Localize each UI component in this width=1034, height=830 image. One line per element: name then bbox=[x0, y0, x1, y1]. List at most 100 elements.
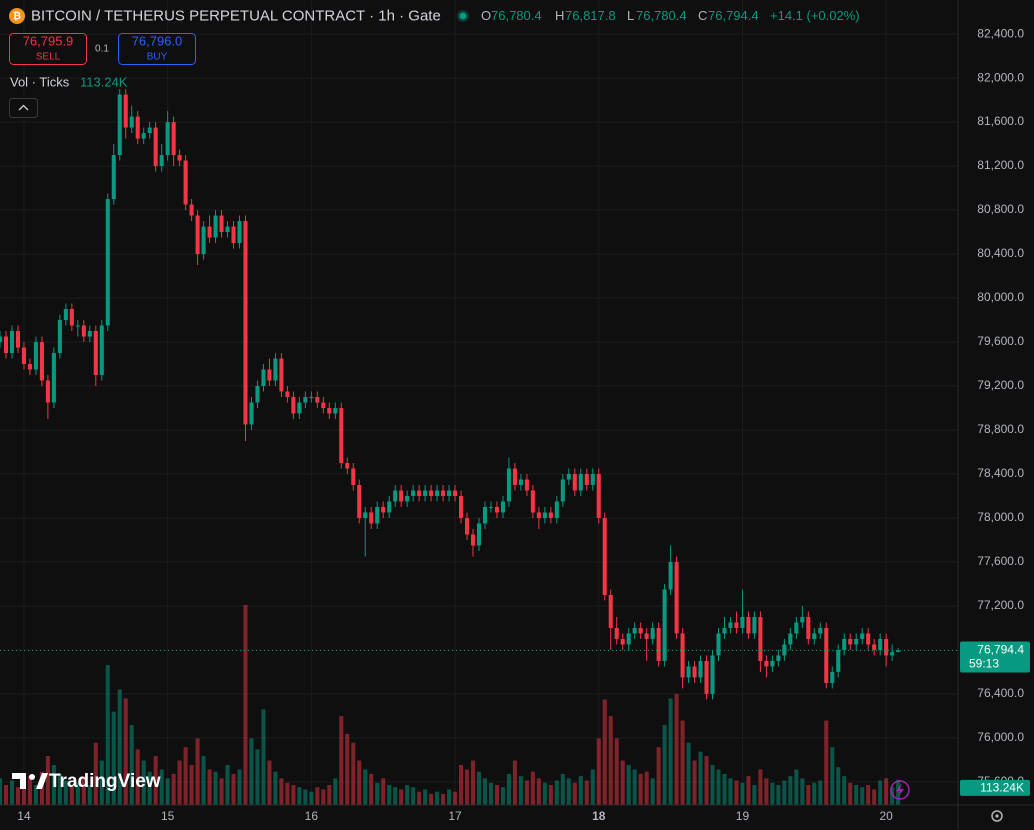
collapse-button[interactable] bbox=[9, 98, 38, 118]
ohlc-value: 76,780.4 bbox=[491, 8, 542, 23]
candle-body bbox=[69, 309, 74, 326]
candle-body bbox=[117, 94, 122, 156]
candle-body bbox=[572, 473, 577, 491]
candle-body bbox=[824, 627, 829, 683]
x-tick-label: 14 bbox=[17, 809, 31, 823]
volume-bar bbox=[830, 747, 835, 805]
candle-body bbox=[884, 638, 889, 656]
buy-button[interactable] bbox=[118, 33, 196, 65]
candle-body bbox=[393, 490, 398, 502]
settings-button[interactable] bbox=[991, 810, 1003, 822]
volume-bar bbox=[27, 776, 32, 805]
candle-body bbox=[584, 473, 589, 485]
volume-bar bbox=[644, 771, 649, 805]
candle-body bbox=[135, 116, 140, 139]
volume-bar bbox=[530, 771, 535, 805]
candle-body bbox=[674, 561, 679, 634]
candle-body bbox=[27, 364, 32, 370]
sell-button[interactable] bbox=[9, 33, 87, 65]
volume-bar bbox=[788, 776, 793, 805]
volume-bar bbox=[776, 785, 781, 805]
volume-bar bbox=[429, 793, 434, 805]
candle-body bbox=[213, 215, 218, 238]
candle-body bbox=[165, 122, 170, 156]
candle-body bbox=[848, 638, 853, 645]
candle-body bbox=[800, 616, 805, 623]
candle-body bbox=[201, 226, 206, 255]
candle-body bbox=[243, 221, 248, 425]
ohlc-letter: O bbox=[481, 8, 491, 23]
volume-bar bbox=[189, 765, 194, 805]
volume-bar bbox=[297, 787, 302, 805]
y-tick-label: 77,200.0 bbox=[977, 598, 1024, 612]
volume-bar bbox=[57, 773, 62, 805]
ohlc-value: 76,817.8 bbox=[565, 8, 616, 23]
candle-body bbox=[411, 490, 416, 496]
volume-bar bbox=[710, 765, 715, 805]
candle-body bbox=[351, 468, 356, 485]
candle-body bbox=[387, 501, 392, 513]
y-tick-label: 78,800.0 bbox=[977, 422, 1024, 436]
volume-bar bbox=[836, 767, 841, 805]
candle-body bbox=[794, 622, 799, 634]
volume-bar bbox=[243, 605, 248, 805]
y-tick-label: 78,400.0 bbox=[977, 466, 1024, 480]
volume-bar bbox=[680, 720, 685, 805]
candle-body bbox=[698, 660, 703, 678]
volume-bar bbox=[9, 780, 15, 805]
volume-bar bbox=[129, 725, 134, 805]
candle-body bbox=[722, 627, 727, 634]
volume-bar bbox=[411, 787, 416, 805]
x-tick-label: 15 bbox=[161, 809, 175, 823]
candle-body bbox=[488, 506, 494, 508]
candle-body bbox=[830, 671, 835, 683]
change: +14.1 (+0.02%) bbox=[770, 8, 860, 23]
volume-bar bbox=[578, 776, 583, 805]
candle-body bbox=[692, 666, 697, 678]
volume-bar bbox=[345, 733, 350, 805]
volume-bar bbox=[536, 778, 541, 805]
candle-body bbox=[758, 616, 763, 661]
volume-bar bbox=[608, 716, 613, 805]
volume-bar bbox=[231, 773, 236, 805]
candle-body bbox=[854, 638, 859, 645]
volume-bar bbox=[441, 793, 446, 805]
candle-body bbox=[447, 490, 452, 496]
volume-bar bbox=[279, 778, 284, 805]
candle-body bbox=[866, 633, 871, 645]
volume-bar bbox=[620, 760, 625, 805]
candles bbox=[0, 89, 958, 700]
volume-bar bbox=[590, 769, 595, 805]
candle-body bbox=[417, 490, 422, 496]
candle-body bbox=[249, 402, 254, 425]
volume-bar bbox=[602, 699, 607, 805]
volume-bar bbox=[87, 785, 92, 805]
volume-bar bbox=[560, 773, 565, 805]
volume-bar bbox=[866, 785, 871, 805]
candle-body bbox=[620, 638, 625, 645]
candle-body bbox=[45, 380, 50, 403]
candle-body bbox=[315, 397, 320, 403]
candle-body bbox=[0, 336, 3, 343]
candle-body bbox=[423, 490, 428, 496]
volume-bar bbox=[764, 778, 769, 805]
lightning-button[interactable] bbox=[890, 780, 910, 800]
volume-bar bbox=[291, 785, 296, 805]
volume-bar bbox=[854, 785, 859, 805]
volume-bar bbox=[405, 785, 410, 805]
candle-body bbox=[500, 501, 505, 513]
volume-bar bbox=[650, 778, 655, 805]
volume-bar bbox=[878, 780, 883, 805]
volume-bar bbox=[692, 760, 697, 805]
candle-body bbox=[812, 633, 817, 639]
candle-body bbox=[776, 655, 781, 661]
volume-bar bbox=[417, 791, 422, 805]
candle-body bbox=[518, 479, 523, 485]
volume-bar bbox=[435, 791, 440, 805]
candle-body bbox=[512, 468, 517, 485]
candle-body bbox=[740, 616, 745, 628]
coin-icon bbox=[9, 8, 25, 24]
candle-body bbox=[39, 342, 44, 381]
candle-body bbox=[752, 616, 757, 634]
